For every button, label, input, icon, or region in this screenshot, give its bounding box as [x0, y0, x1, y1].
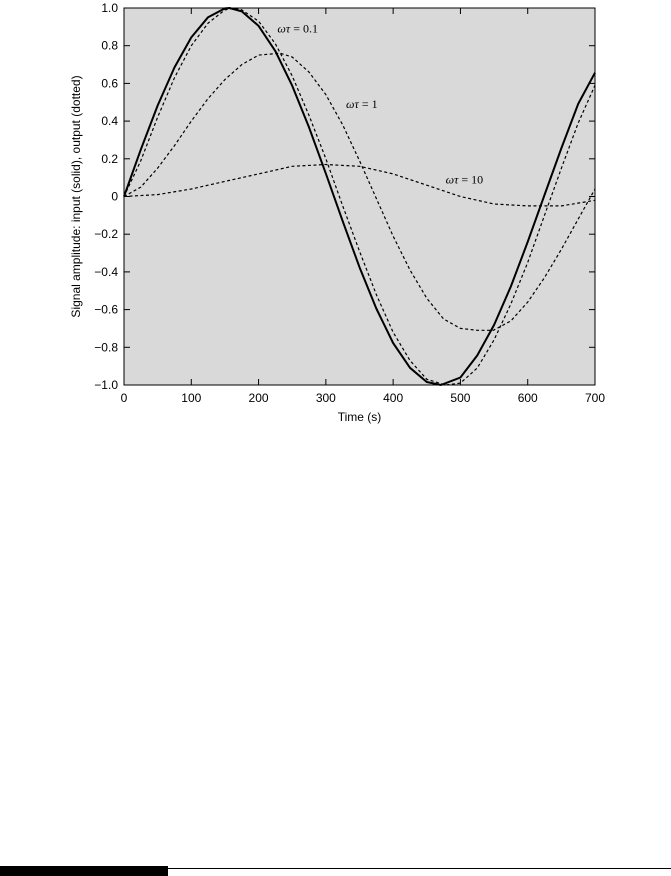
curve-annotation-0: ωτ = 0.1 [277, 22, 318, 36]
x-tick-label: 700 [585, 391, 605, 405]
series-line-2 [123, 52, 596, 331]
x-tick-label: 400 [383, 391, 403, 405]
y-tick-label: 0 [111, 190, 118, 204]
series-line-3 [123, 163, 596, 207]
x-tick-label: 0 [121, 391, 128, 405]
y-tick-label: −0.2 [94, 227, 118, 241]
plot-background [124, 8, 595, 385]
annotations-layer: ωτ = 0.1 ωτ = 1 ωτ = 10 [277, 22, 483, 187]
curve-annotation-1: ωτ = 1 [346, 97, 378, 111]
y-tick-label: −0.8 [94, 340, 118, 354]
x-tick-label: 500 [450, 391, 470, 405]
curves-layer [123, 7, 596, 386]
x-tick-label: 100 [181, 391, 201, 405]
x-tick-label: 600 [518, 391, 538, 405]
y-tick-label: 0.8 [101, 39, 118, 53]
y-tick-label: 0.4 [101, 114, 118, 128]
y-tick-label: 0.6 [101, 76, 118, 90]
chart: 0 100 200 300 400 500 600 700 1.0 0.8 0.6 0.4 0.2 0 −0… [69, 1, 605, 424]
series-line-1 [123, 7, 596, 386]
footer-bar [0, 866, 168, 876]
x-axis-title: Time (s) [338, 410, 382, 424]
y-tick-label: −1.0 [94, 378, 118, 392]
footer-rule [168, 868, 671, 869]
ticks-layer: 0 100 200 300 400 500 600 700 1.0 0.8 0.6 0.4 0.2 0 −0… [94, 1, 605, 405]
x-tick-label: 300 [316, 391, 336, 405]
y-tick-label: −0.6 [94, 303, 118, 317]
y-tick-label: 1.0 [101, 1, 118, 15]
y-axis-title: Signal amplitude: input (solid), output … [69, 75, 83, 317]
y-tick-label: −0.4 [94, 265, 118, 279]
x-tick-label: 200 [249, 391, 269, 405]
curve-annotation-2: ωτ = 10 [446, 172, 484, 186]
y-tick-label: 0.2 [101, 152, 118, 166]
series-line-0 [123, 7, 596, 386]
